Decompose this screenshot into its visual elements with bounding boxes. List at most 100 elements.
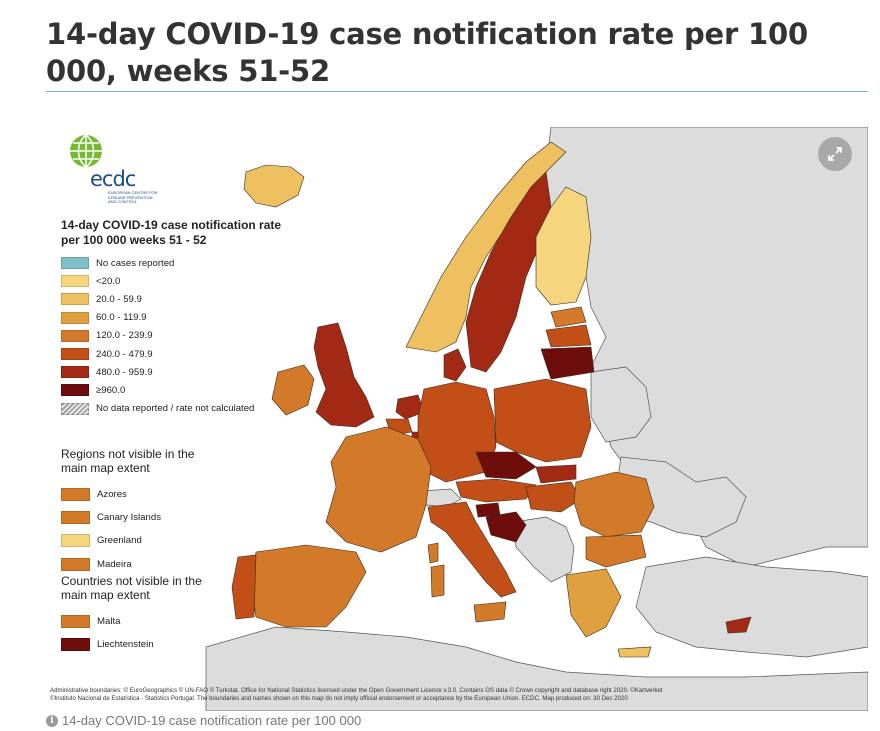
cyprus [725,616,752,634]
legend-label: No cases reported [96,257,175,269]
legend-swatch [61,275,89,288]
region-item: Madeira [61,553,161,576]
caption-text: 14-day COVID-19 case notification rate p… [62,713,362,728]
netherlands [395,394,425,420]
corsica [427,542,439,564]
legend-item: ≥960.0 [61,381,254,399]
bulgaria [585,534,647,568]
ecdc-logo: ecdc European Centre for Disease Prevent… [60,133,160,208]
expand-icon [828,147,842,161]
regions-list: Azores Canary Islands Greenland Madeira [61,483,161,576]
sicily [473,601,507,623]
legend-title: 14-day COVID-19 case notification rate p… [61,218,282,247]
crete [617,646,652,658]
non-eu-land [205,127,868,711]
countries-title: Countries not visible in the main map ex… [61,574,202,602]
countries-list: Malta Liechtenstein [61,610,154,656]
spain [250,544,367,628]
belarus-region [590,366,652,443]
north-africa-region [205,626,868,711]
slovenia [475,502,501,518]
legend-swatch [61,534,90,548]
legend: No cases reported <20.0 20.0 - 59.9 60.0 - … [61,254,254,418]
expand-button[interactable] [818,137,852,171]
legend-label: Canary Islands [97,512,161,524]
sardinia [430,564,445,598]
portugal [231,554,257,620]
iceland [243,164,305,208]
country-item: Liechtenstein [61,633,154,656]
legend-swatch [61,402,89,415]
legend-swatch [61,638,90,652]
ireland [271,364,315,416]
legend-label: Madeira [97,558,132,570]
globe-icon [70,134,102,168]
europe-choropleth-map [205,127,868,711]
legend-label: Azores [97,489,127,501]
map-attribution: Administrative boundaries: © EuroGeograp… [50,687,860,703]
info-icon: i [46,714,58,727]
page-title: 14-day COVID-19 case notification rate p… [46,17,808,88]
legend-swatch [61,257,89,270]
legend-swatch [61,293,89,306]
region-item: Greenland [61,529,161,552]
legend-item: No data reported / rate not calculated [61,400,254,418]
legend-swatch [61,348,89,361]
greece [565,568,622,638]
legend-label: 20.0 - 59.9 [96,293,142,305]
austria [455,478,537,503]
lithuania [540,346,595,380]
legend-swatch [61,366,89,379]
legend-label: 240.0 - 479.9 [96,348,153,360]
legend-item: 480.0 - 959.9 [61,363,254,381]
legend-swatch [61,511,90,525]
finland [535,186,592,306]
eu-eea-countries [231,141,752,658]
title-divider [46,91,868,92]
legend-label: Greenland [97,535,142,547]
legend-label: 60.0 - 119.9 [96,312,147,324]
region-item: Canary Islands [61,506,161,529]
logo-text: ecdc [90,167,136,191]
attribution-line-1: Administrative boundaries: © EuroGeograp… [50,687,663,694]
legend-label: Malta [97,616,121,628]
legend-label: 120.0 - 239.9 [96,330,153,342]
italy [427,501,517,598]
regions-title: Regions not visible in the main map exte… [61,447,195,475]
legend-label: No data reported / rate not calculated [96,403,255,415]
legend-item: No cases reported [61,254,254,272]
legend-swatch [61,488,90,502]
legend-label: 480.0 - 959.9 [96,366,153,378]
legend-label: <20.0 [96,275,121,287]
map-figure: ecdc European Centre for Disease Prevent… [46,127,868,711]
romania [573,471,655,538]
legend-item: 120.0 - 239.9 [61,327,254,345]
country-item: Malta [61,610,154,633]
latvia [545,324,592,348]
legend-label: ≥960.0 [96,384,126,396]
legend-label: Liechtenstein [97,639,154,651]
hungary [525,481,582,513]
legend-swatch [61,311,89,324]
france [325,426,432,553]
legend-swatch [61,329,89,342]
slovakia [535,464,577,484]
legend-item: 20.0 - 59.9 [61,290,254,308]
legend-swatch [61,557,90,571]
balkans-non-eu [513,516,575,583]
poland [493,378,592,463]
logo-subtitle: European Centre for Disease Prevention a… [108,190,158,204]
legend-swatch [61,384,89,397]
legend-item: 60.0 - 119.9 [61,309,254,327]
legend-item: <20.0 [61,272,254,290]
czechia [475,451,537,480]
estonia [550,306,587,328]
croatia [485,511,527,543]
turkey-region [635,556,868,658]
region-item: Azores [61,483,161,506]
figure-caption: i 14-day COVID-19 case notification rate… [46,713,361,728]
united-kingdom [313,322,375,428]
legend-item: 240.0 - 479.9 [61,345,254,363]
denmark [443,348,467,382]
legend-swatch [61,615,90,629]
